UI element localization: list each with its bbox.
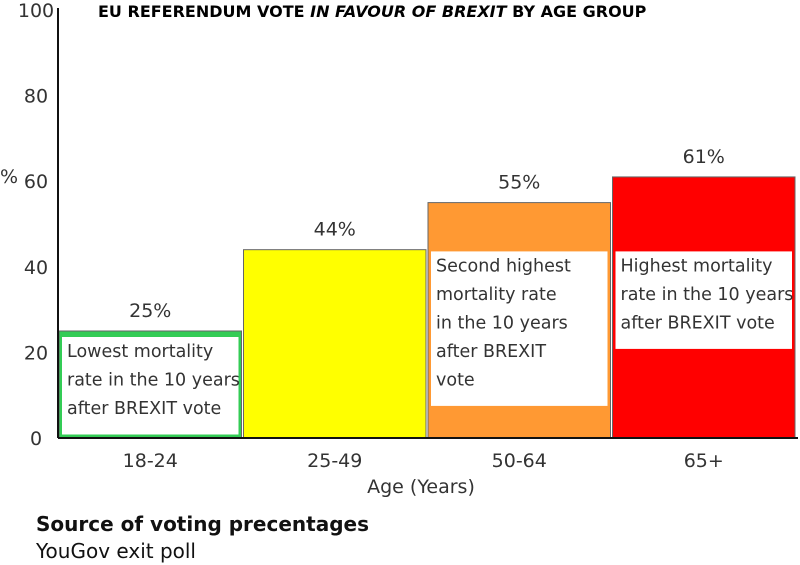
- x-tick-labels-group: 18-24 25-49 50-64 65+: [123, 450, 724, 472]
- y-tick-60: 60: [24, 171, 48, 193]
- y-axis-label: %: [0, 166, 18, 188]
- value-label-18-24: 25%: [129, 300, 171, 322]
- annotation-line-65-2: rate in the 10 years: [621, 285, 794, 305]
- annotation-line-50-64-1: Second highest: [436, 256, 571, 276]
- x-tick-25-49: 25-49: [307, 450, 362, 472]
- value-label-50-64: 55%: [498, 172, 540, 194]
- annotation-box-50-64: [431, 251, 608, 406]
- chart-title-part-3: BY AGE GROUP: [507, 2, 647, 21]
- annotation-line-65-3: after BREXIT vote: [621, 313, 775, 333]
- value-labels-group: 25% 44% 55% 61%: [129, 146, 725, 322]
- x-tick-50-64: 50-64: [492, 450, 547, 472]
- annotation-line-18-24-2: rate in the 10 years: [67, 371, 240, 391]
- x-tick-18-24: 18-24: [123, 450, 178, 472]
- chart-title-part-2: IN FAVOUR OF BREXIT: [310, 2, 508, 21]
- source-heading: Source of voting precentages: [36, 512, 369, 536]
- x-tick-65: 65+: [684, 450, 724, 472]
- y-tick-labels-group: 0 20 40 60 80 100: [18, 0, 54, 450]
- annotation-box-18-24: [62, 337, 239, 435]
- annotation-box-65: [615, 251, 792, 349]
- chart-title: EU REFERENDUM VOTE IN FAVOUR OF BREXIT B…: [98, 2, 647, 21]
- y-tick-100: 100: [18, 0, 54, 22]
- y-tick-20: 20: [24, 342, 48, 364]
- y-tick-0: 0: [30, 428, 42, 450]
- bar-25-49: [243, 249, 427, 439]
- annotation-line-65-1: Highest mortality: [621, 256, 773, 276]
- annotation-line-50-64-2: mortality rate: [436, 285, 557, 305]
- annotation-line-50-64-4: after BREXIT: [436, 342, 546, 362]
- value-label-65: 61%: [683, 146, 725, 168]
- annotation-line-18-24-1: Lowest mortality: [67, 342, 213, 362]
- x-axis-label: Age (Years): [367, 476, 475, 498]
- source-text: YouGov exit poll: [36, 539, 196, 563]
- annotation-line-50-64-5: vote: [436, 370, 475, 390]
- chart-title-part-1: EU REFERENDUM VOTE: [98, 2, 310, 21]
- annotation-line-18-24-3: after BREXIT vote: [67, 399, 221, 419]
- y-tick-40: 40: [24, 257, 48, 279]
- annotations-group: Lowest mortality rate in the 10 years afte…: [62, 251, 794, 435]
- y-tick-80: 80: [24, 86, 48, 108]
- annotation-line-50-64-3: in the 10 years: [436, 313, 568, 333]
- value-label-25-49: 44%: [314, 219, 356, 241]
